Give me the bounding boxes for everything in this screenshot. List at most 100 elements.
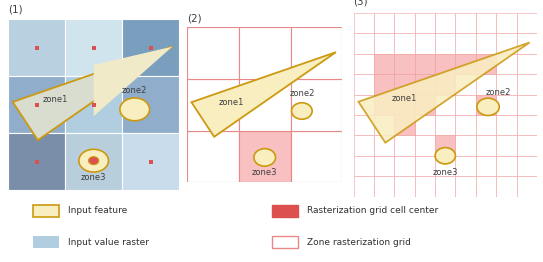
- Bar: [476, 156, 496, 176]
- Bar: [394, 54, 415, 74]
- Bar: [516, 95, 537, 115]
- Bar: [415, 135, 435, 156]
- Bar: [239, 79, 291, 130]
- Text: Input value raster: Input value raster: [68, 238, 149, 247]
- Bar: [239, 130, 291, 182]
- Ellipse shape: [435, 148, 456, 164]
- Bar: [122, 19, 179, 76]
- Bar: [415, 176, 435, 196]
- Bar: [415, 156, 435, 176]
- Bar: [476, 95, 496, 115]
- Text: (2): (2): [187, 13, 202, 23]
- Bar: [374, 95, 394, 115]
- Bar: [516, 74, 537, 95]
- Bar: [435, 74, 456, 95]
- Bar: [353, 74, 374, 95]
- Text: zone3: zone3: [433, 167, 458, 177]
- Bar: [476, 115, 496, 135]
- Polygon shape: [358, 42, 529, 143]
- Text: zone1: zone1: [42, 95, 67, 103]
- Bar: [394, 176, 415, 196]
- Ellipse shape: [477, 98, 499, 116]
- Bar: [394, 34, 415, 54]
- Bar: [374, 115, 394, 135]
- Polygon shape: [192, 52, 336, 137]
- Bar: [394, 115, 415, 135]
- Text: zone2: zone2: [289, 89, 314, 98]
- Ellipse shape: [120, 98, 149, 121]
- Bar: [435, 54, 456, 74]
- FancyBboxPatch shape: [272, 236, 298, 248]
- Bar: [65, 19, 122, 76]
- Bar: [456, 156, 476, 176]
- Bar: [435, 176, 456, 196]
- Bar: [476, 13, 496, 34]
- Bar: [374, 176, 394, 196]
- Bar: [394, 95, 415, 115]
- Bar: [291, 28, 342, 79]
- Bar: [415, 54, 435, 74]
- FancyBboxPatch shape: [272, 205, 298, 217]
- Bar: [353, 95, 374, 115]
- Bar: [374, 13, 394, 34]
- Bar: [456, 135, 476, 156]
- Bar: [476, 34, 496, 54]
- Bar: [374, 34, 394, 54]
- Bar: [435, 34, 456, 54]
- Bar: [8, 133, 65, 190]
- Bar: [353, 115, 374, 135]
- Bar: [415, 115, 435, 135]
- Bar: [394, 115, 415, 135]
- Bar: [415, 74, 435, 95]
- Bar: [122, 133, 179, 190]
- FancyBboxPatch shape: [33, 205, 59, 217]
- Bar: [394, 156, 415, 176]
- Bar: [435, 54, 456, 74]
- Bar: [415, 74, 435, 95]
- Polygon shape: [93, 47, 172, 116]
- Bar: [394, 135, 415, 156]
- Ellipse shape: [79, 149, 109, 172]
- Bar: [496, 115, 516, 135]
- Bar: [435, 95, 456, 115]
- Bar: [516, 34, 537, 54]
- Bar: [456, 115, 476, 135]
- Bar: [291, 79, 342, 130]
- Bar: [456, 95, 476, 115]
- Bar: [187, 28, 239, 79]
- Bar: [122, 76, 179, 133]
- Bar: [516, 115, 537, 135]
- Text: zone2: zone2: [485, 88, 511, 97]
- Bar: [374, 74, 394, 95]
- Text: zone1: zone1: [218, 98, 244, 107]
- Bar: [516, 13, 537, 34]
- Polygon shape: [12, 47, 172, 140]
- Bar: [516, 135, 537, 156]
- Bar: [476, 54, 496, 74]
- Text: (1): (1): [8, 5, 23, 15]
- Bar: [516, 176, 537, 196]
- Bar: [187, 79, 239, 130]
- Text: zone3: zone3: [252, 168, 277, 177]
- Bar: [415, 95, 435, 115]
- Text: Zone rasterization grid: Zone rasterization grid: [307, 238, 411, 247]
- Text: zone1: zone1: [392, 94, 417, 103]
- Bar: [456, 54, 476, 74]
- Bar: [239, 28, 291, 79]
- Bar: [496, 34, 516, 54]
- Bar: [516, 54, 537, 74]
- Bar: [435, 13, 456, 34]
- Bar: [394, 74, 415, 95]
- Bar: [456, 13, 476, 34]
- Bar: [435, 156, 456, 176]
- Bar: [353, 34, 374, 54]
- Bar: [496, 135, 516, 156]
- Ellipse shape: [89, 157, 99, 165]
- Text: zone2: zone2: [122, 86, 147, 95]
- Bar: [456, 74, 476, 95]
- Bar: [476, 54, 496, 74]
- Bar: [435, 135, 456, 156]
- Bar: [353, 54, 374, 74]
- Bar: [8, 76, 65, 133]
- Bar: [435, 135, 456, 156]
